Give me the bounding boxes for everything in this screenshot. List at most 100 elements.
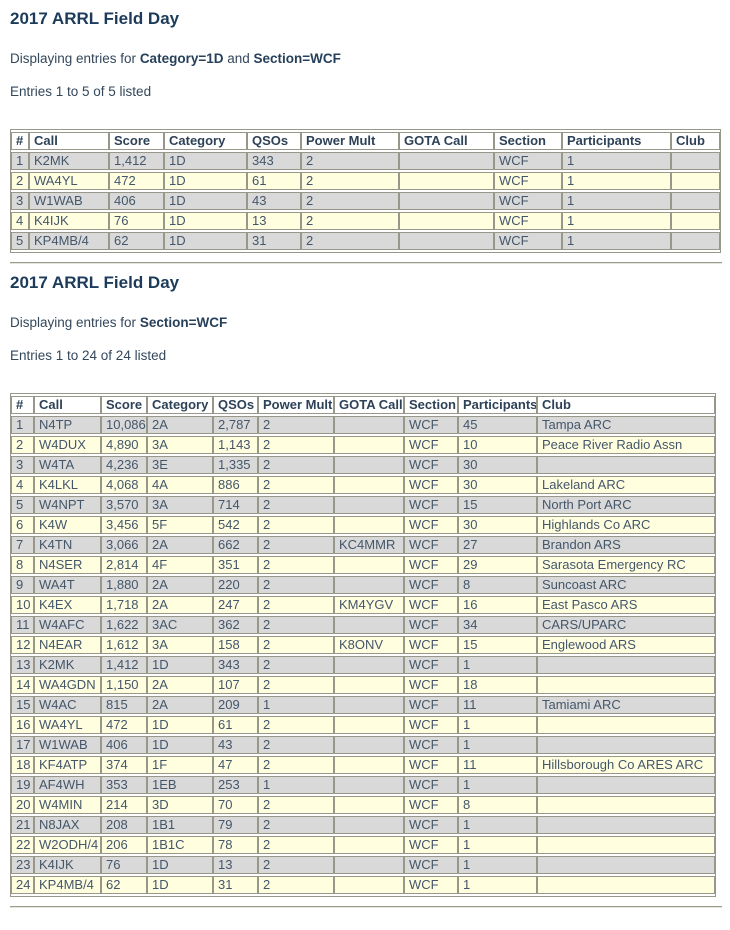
table-cell: 2,814 — [101, 556, 147, 574]
table-cell: WCF — [494, 212, 562, 230]
table-cell: 2 — [258, 456, 334, 474]
table-cell: WCF — [404, 836, 458, 854]
table-cell: Tamiami ARC — [537, 696, 715, 714]
table-cell — [537, 796, 715, 814]
table-cell: WCF — [494, 152, 562, 170]
table-cell — [537, 776, 715, 794]
table-cell: WCF — [404, 856, 458, 874]
table-cell: WCF — [404, 616, 458, 634]
table-cell: 2 — [258, 436, 334, 454]
table-cell: W2ODH/4 — [34, 836, 101, 854]
table-cell: 1,880 — [101, 576, 147, 594]
table-cell: 1 — [458, 876, 537, 894]
table-cell: 2A — [147, 416, 213, 434]
column-header: Club — [671, 132, 720, 150]
table-cell: N4SER — [34, 556, 101, 574]
table-cell: 7 — [11, 536, 34, 554]
table-cell — [537, 816, 715, 834]
table-cell: 1D — [164, 192, 247, 210]
table-cell — [537, 676, 715, 694]
page-title: 2017 ARRL Field Day — [10, 273, 180, 292]
table-cell: 2 — [301, 212, 399, 230]
table-cell: 2 — [258, 836, 334, 854]
table-cell: 472 — [101, 716, 147, 734]
table-cell — [537, 856, 715, 874]
table-row: 8 N4SER 2,814 4F 351 2 WCF 29 Sarasota Emergency… — [11, 556, 715, 574]
table-cell — [399, 192, 494, 210]
table-cell: 542 — [213, 516, 258, 534]
filter-term: Category=1D — [139, 51, 224, 66]
table-cell: WCF — [404, 676, 458, 694]
table-cell — [334, 616, 404, 634]
table-cell: 2 — [258, 716, 334, 734]
table-cell — [334, 416, 404, 434]
table-cell: 1 — [562, 192, 671, 210]
table-cell: 2A — [147, 676, 213, 694]
table-cell: 2 — [258, 796, 334, 814]
column-header: Participants — [562, 132, 671, 150]
table-cell: North Port ARC — [537, 496, 715, 514]
table-cell: 1D — [164, 172, 247, 190]
table-cell: 4,890 — [101, 436, 147, 454]
table-cell — [537, 736, 715, 754]
table-cell — [334, 516, 404, 534]
table-cell — [399, 232, 494, 250]
table-cell: 2,787 — [213, 416, 258, 434]
table-cell: 1,412 — [109, 152, 164, 170]
table-cell: 61 — [213, 716, 258, 734]
table-cell: WCF — [494, 192, 562, 210]
table-cell: 2 — [301, 172, 399, 190]
table-row: 6 K4W 3,456 5F 542 2 WCF 30 Highlands Co ARC — [11, 516, 715, 534]
table-cell: 1D — [164, 152, 247, 170]
table-cell: 2 — [258, 816, 334, 834]
table-cell: WCF — [404, 796, 458, 814]
table-cell: WCF — [404, 816, 458, 834]
column-header: Call — [34, 396, 101, 414]
table-cell: 27 — [458, 536, 537, 554]
entries-count: Entries 1 to 24 of 24 listed — [10, 348, 167, 363]
table-cell: 1,412 — [101, 656, 147, 674]
table-cell: 3D — [147, 796, 213, 814]
column-header: Category — [164, 132, 247, 150]
table-cell: WA4T — [34, 576, 101, 594]
table-cell: K4W — [34, 516, 101, 534]
table-cell: WCF — [404, 516, 458, 534]
table-cell — [334, 716, 404, 734]
table-cell: 1D — [147, 856, 213, 874]
table-row: 4 K4IJK 76 1D 13 2 WCF 1 — [11, 212, 720, 230]
table-cell: 1 — [458, 736, 537, 754]
table-cell: 374 — [101, 756, 147, 774]
table-cell: 5 — [11, 232, 29, 250]
table-cell: 1,335 — [213, 456, 258, 474]
table-cell: 247 — [213, 596, 258, 614]
table-cell: N4EAR — [34, 636, 101, 654]
table-cell: KC4MMR — [334, 536, 404, 554]
table-cell — [334, 756, 404, 774]
table-cell: 158 — [213, 636, 258, 654]
table-cell: K4IJK — [34, 856, 101, 874]
table-cell: WA4YL — [29, 172, 109, 190]
table-cell: 22 — [11, 836, 34, 854]
table-cell: 45 — [458, 416, 537, 434]
table-cell: 1EB — [147, 776, 213, 794]
table-cell: 208 — [101, 816, 147, 834]
table-cell: 2A — [147, 696, 213, 714]
section-divider — [10, 262, 722, 264]
table-cell: K4TN — [34, 536, 101, 554]
table-cell: 2 — [258, 596, 334, 614]
table-cell: 362 — [213, 616, 258, 634]
table-cell: 1 — [458, 716, 537, 734]
table-cell — [671, 152, 720, 170]
table-cell — [537, 656, 715, 674]
table-cell: WCF — [404, 456, 458, 474]
table-row: 23 K4IJK 76 1D 13 2 WCF 1 — [11, 856, 715, 874]
table-header-row: # Call Score Category QSOs Power Mult GOTA Cal… — [11, 132, 720, 150]
table-cell: Englewood ARS — [537, 636, 715, 654]
table-cell: 13 — [213, 856, 258, 874]
column-header: # — [11, 132, 29, 150]
table-cell — [334, 776, 404, 794]
table-cell: WCF — [404, 636, 458, 654]
table-cell: 23 — [11, 856, 34, 874]
table-row: 11 W4AFC 1,622 3AC 362 2 WCF 34 CARS/UPARC — [11, 616, 715, 634]
table-cell: W4AC — [34, 696, 101, 714]
